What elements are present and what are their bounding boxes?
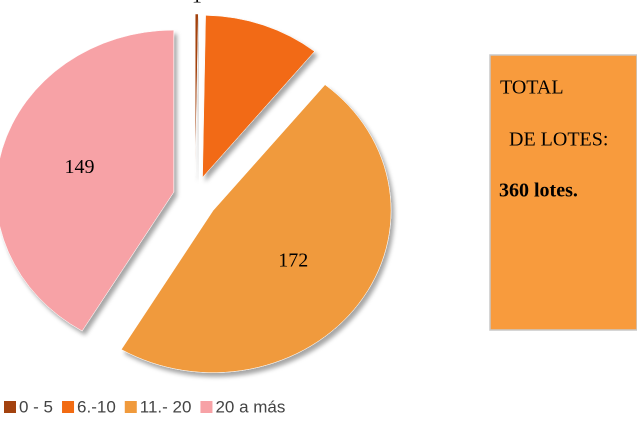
legend-swatch: [124, 401, 137, 413]
legend-label: 0 - 5: [19, 397, 53, 416]
legend: 0 - 5 6.-10 11.- 20 20 a más: [4, 397, 285, 416]
pie-slice: [194, 13, 199, 177]
data-label: 172: [278, 249, 308, 271]
pie: 1 172 149: [0, 0, 392, 373]
data-label: 149: [64, 156, 94, 178]
pie-slice: [202, 15, 315, 178]
legend-label: 20 a más: [215, 397, 285, 416]
legend-label: 6.-10: [77, 397, 116, 416]
text-box: [489, 54, 637, 331]
data-label: 1: [192, 0, 202, 7]
legend-swatch: [200, 401, 213, 413]
box-line: 360 lotes.: [499, 180, 578, 202]
box-line: DE LOTES:: [509, 129, 608, 151]
legend-swatch: [62, 401, 75, 413]
legend-label: 11.- 20: [140, 397, 192, 416]
pie-slice: [120, 84, 392, 373]
box-line: TOTAL: [500, 77, 564, 99]
pie-slice: [0, 29, 175, 332]
legend-swatch: [4, 401, 16, 413]
